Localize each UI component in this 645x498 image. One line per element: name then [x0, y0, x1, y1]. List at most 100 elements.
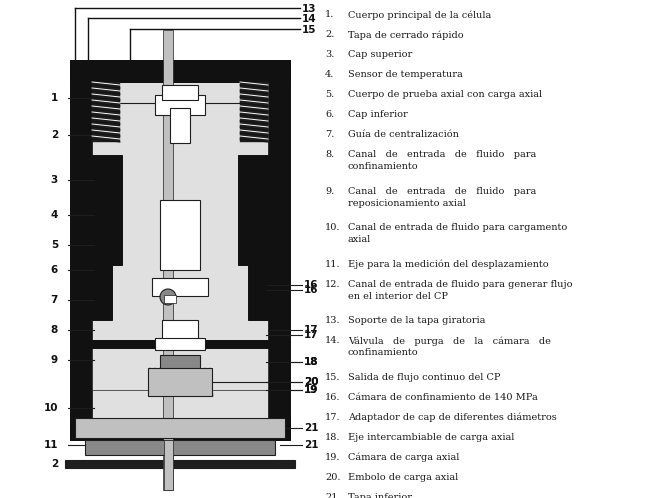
Text: 20.: 20.	[325, 473, 341, 482]
Text: 6: 6	[51, 265, 58, 275]
Text: 3: 3	[51, 175, 58, 185]
Text: 17: 17	[304, 325, 319, 335]
Bar	[163, 30, 173, 490]
Text: 10.: 10.	[325, 223, 341, 232]
Text: 11.: 11.	[325, 259, 341, 268]
Text: Sensor de temperatura: Sensor de temperatura	[348, 70, 462, 79]
Text: 2.: 2.	[325, 30, 334, 39]
Text: 21: 21	[304, 440, 319, 450]
Text: 11: 11	[43, 440, 58, 450]
Bar	[70, 60, 290, 440]
Bar	[160, 355, 200, 370]
Bar	[92, 155, 122, 265]
Text: Embolo de carga axial: Embolo de carga axial	[348, 473, 458, 482]
Text: 7.: 7.	[325, 130, 334, 139]
Text: Canal de entrada de fluido para cargamento: Canal de entrada de fluido para cargamen…	[348, 223, 567, 232]
Text: 8.: 8.	[325, 150, 334, 159]
Text: 8: 8	[51, 325, 58, 335]
Text: Cap superior: Cap superior	[348, 50, 412, 59]
Bar	[164, 295, 176, 303]
Text: 19: 19	[304, 385, 319, 395]
Bar	[240, 82, 268, 142]
Text: Válvula   de   purga   de   la   cámara   de: Válvula de purga de la cámara de	[348, 336, 551, 346]
Text: 6.: 6.	[325, 110, 334, 119]
Text: 16: 16	[304, 280, 319, 290]
Text: 19.: 19.	[325, 453, 341, 462]
Bar	[248, 260, 268, 320]
Bar	[164, 440, 173, 490]
Text: 7: 7	[50, 295, 58, 305]
Text: 21.: 21.	[325, 493, 341, 498]
Text: axial: axial	[348, 235, 372, 244]
Text: Canal de entrada de fluido para generar flujo: Canal de entrada de fluido para generar …	[348, 279, 573, 288]
Text: Tapa inferior: Tapa inferior	[348, 493, 412, 498]
Text: 5: 5	[51, 240, 58, 250]
Bar	[162, 85, 198, 100]
Text: Cámara de carga axial: Cámara de carga axial	[348, 453, 459, 462]
Text: 13: 13	[302, 4, 317, 14]
Bar	[65, 460, 295, 468]
Text: Adaptador de cap de diferentes diámetros: Adaptador de cap de diferentes diámetros	[348, 412, 557, 422]
Text: 2: 2	[51, 130, 58, 140]
Text: Cap inferior: Cap inferior	[348, 110, 408, 119]
Text: 13.: 13.	[325, 316, 341, 325]
Text: 18: 18	[304, 357, 319, 367]
Bar	[92, 82, 268, 418]
Text: 4.: 4.	[325, 70, 334, 79]
Bar	[92, 340, 268, 390]
Text: Tapa de cerrado rápido: Tapa de cerrado rápido	[348, 30, 464, 39]
Text: Eje para la medición del desplazamiento: Eje para la medición del desplazamiento	[348, 259, 549, 269]
Text: confinamiento: confinamiento	[348, 162, 419, 171]
Bar	[92, 82, 120, 142]
Text: 10: 10	[43, 403, 58, 413]
Text: 4: 4	[50, 210, 58, 220]
Text: Canal   de   entrada   de   fluido   para: Canal de entrada de fluido para	[348, 150, 536, 159]
Text: 21: 21	[304, 423, 319, 433]
Bar	[155, 338, 205, 350]
Text: 12.: 12.	[325, 279, 341, 288]
Text: 16.: 16.	[325, 392, 341, 401]
Bar	[170, 108, 190, 143]
Text: 15: 15	[302, 25, 317, 35]
Text: en el interior del CP: en el interior del CP	[348, 291, 448, 300]
Text: Cuerpo principal de la célula: Cuerpo principal de la célula	[348, 10, 491, 19]
Bar	[162, 320, 198, 342]
Text: Guía de centralización: Guía de centralización	[348, 130, 459, 139]
Text: 18: 18	[304, 357, 319, 367]
Text: 3.: 3.	[325, 50, 334, 59]
Text: 19: 19	[304, 385, 319, 395]
Text: 15.: 15.	[325, 373, 341, 381]
Text: 14.: 14.	[325, 336, 341, 345]
Circle shape	[160, 289, 176, 305]
Text: 5.: 5.	[325, 90, 334, 99]
Text: Canal   de   entrada   de   fluido   para: Canal de entrada de fluido para	[348, 186, 536, 196]
Text: reposicionamiento axial: reposicionamiento axial	[348, 199, 466, 208]
Text: 18.: 18.	[325, 432, 341, 442]
Text: 20: 20	[304, 377, 319, 387]
Text: Salida de flujo continuo del CP: Salida de flujo continuo del CP	[348, 373, 501, 381]
Bar	[148, 368, 212, 396]
Bar	[155, 95, 205, 115]
Bar	[85, 440, 275, 455]
Bar	[70, 418, 290, 440]
Text: 2: 2	[51, 459, 58, 469]
Text: confinamiento: confinamiento	[348, 348, 419, 357]
Text: 9: 9	[51, 355, 58, 365]
Text: 14: 14	[302, 14, 317, 24]
Bar	[238, 155, 268, 265]
Text: Cámara de confinamiento de 140 MPa: Cámara de confinamiento de 140 MPa	[348, 392, 538, 401]
Text: Eje intercambiable de carga axial: Eje intercambiable de carga axial	[348, 432, 514, 442]
Bar	[92, 340, 268, 348]
Bar	[70, 60, 290, 82]
Bar	[92, 260, 112, 320]
Bar	[160, 200, 200, 270]
Text: Soporte de la tapa giratoria: Soporte de la tapa giratoria	[348, 316, 486, 325]
Text: 1.: 1.	[325, 10, 334, 19]
Text: 9.: 9.	[325, 186, 334, 196]
Bar	[75, 418, 285, 438]
Text: 16: 16	[304, 285, 319, 295]
Bar	[152, 278, 208, 296]
Text: Cuerpo de prueba axial con carga axial: Cuerpo de prueba axial con carga axial	[348, 90, 542, 99]
Text: 17: 17	[304, 330, 319, 340]
Text: 1: 1	[51, 93, 58, 103]
